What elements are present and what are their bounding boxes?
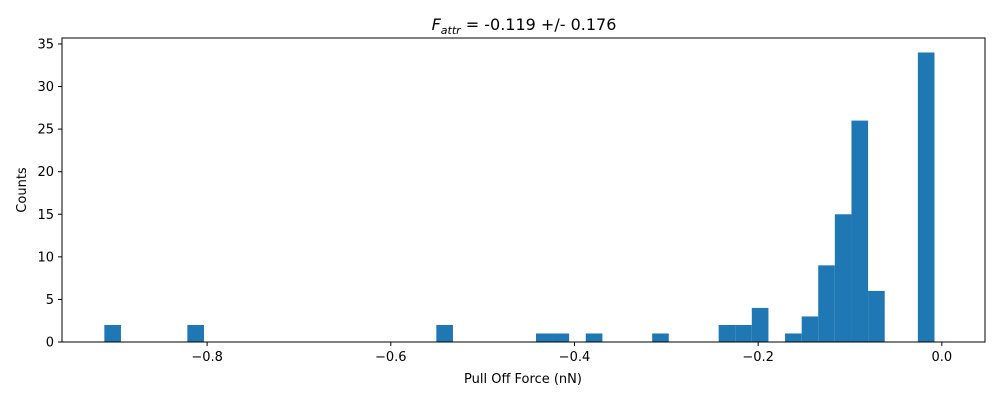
histogram-bar <box>834 214 852 342</box>
plot-frame <box>61 37 986 343</box>
histogram-bars <box>104 52 935 342</box>
y-tick-label: 35 <box>37 37 54 52</box>
y-tick-label: 0 <box>46 336 54 351</box>
y-axis-ticks: 0 5 10 15 20 25 30 35 <box>37 37 62 351</box>
histogram-bar <box>104 324 121 342</box>
title-text: = -0.119 +/- 0.176 <box>461 15 617 34</box>
histogram-bar <box>735 324 752 342</box>
y-axis-label: Counts <box>15 167 30 213</box>
histogram-bar <box>436 324 453 342</box>
histogram-bar <box>535 333 553 342</box>
x-axis-label: Pull Off Force (nN) <box>464 372 582 387</box>
histogram-bar <box>785 333 802 342</box>
y-tick-label: 30 <box>37 80 54 95</box>
x-tick-label: 0.0 <box>931 350 952 365</box>
chart-title: Fattr = -0.119 +/- 0.176 <box>432 15 617 37</box>
histogram-bar <box>917 52 935 342</box>
histogram-bar <box>585 333 603 342</box>
histogram-bar <box>552 333 570 342</box>
histogram-bar <box>868 290 885 342</box>
x-tick-label: −0.6 <box>375 350 407 365</box>
y-tick-label: 15 <box>37 208 54 223</box>
histogram-bar <box>818 265 835 342</box>
y-tick-label: 5 <box>46 293 54 308</box>
x-tick-label: −0.2 <box>742 350 774 365</box>
histogram-bar <box>187 324 204 342</box>
histogram-bar <box>801 316 819 342</box>
title-symbol: F <box>432 15 442 34</box>
x-tick-label: −0.4 <box>559 350 591 365</box>
histogram-bar <box>652 333 669 342</box>
histogram-bar <box>851 120 869 342</box>
y-tick-label: 20 <box>37 165 54 180</box>
histogram-bar <box>718 324 736 342</box>
histogram-bar <box>751 307 769 342</box>
title-subscript: attr <box>441 24 462 37</box>
y-tick-label: 25 <box>37 123 54 138</box>
x-axis-ticks: −0.8 −0.6 −0.4 −0.2 0.0 <box>191 342 952 365</box>
y-tick-label: 10 <box>37 250 54 265</box>
x-tick-label: −0.8 <box>191 350 223 365</box>
